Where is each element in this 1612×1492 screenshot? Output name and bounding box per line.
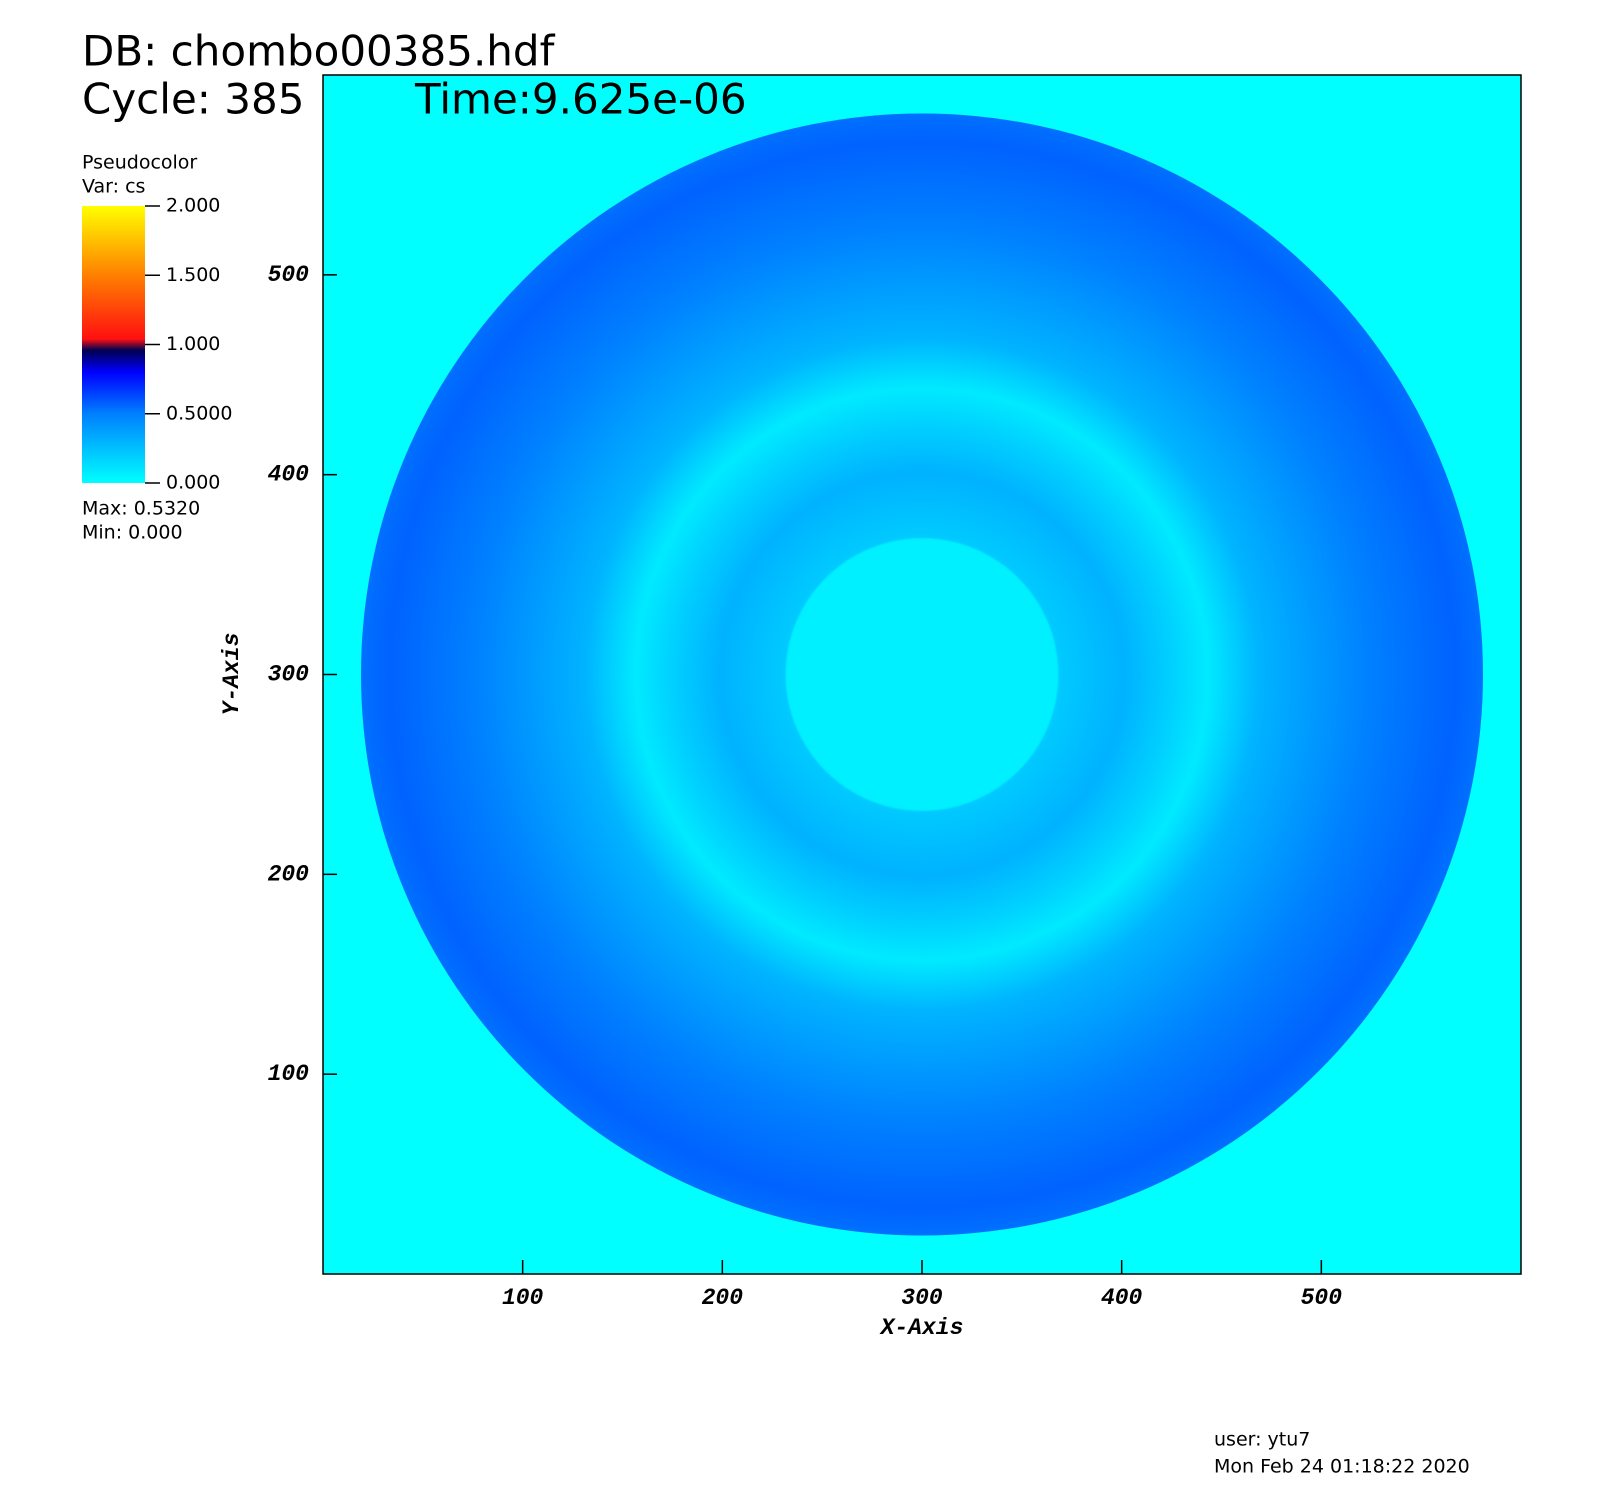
legend-max: Max: 0.5320 (82, 498, 200, 520)
colorbar-tick-label: 0.5000 (166, 402, 232, 424)
date: Mon Feb 24 01:18:22 2020 (1214, 1456, 1470, 1478)
legend-title: Pseudocolor (82, 152, 197, 174)
x-axis-label: X-Axis (879, 1315, 964, 1341)
cycle: Cycle: 385 (82, 75, 304, 124)
user: user: ytu7 (1214, 1429, 1310, 1451)
y-tick-label: 100 (268, 1061, 310, 1087)
x-tick-label: 200 (702, 1285, 744, 1311)
colorbar (82, 206, 145, 483)
colorbar-tick-label: 1.500 (166, 264, 220, 286)
colorbar-tick-label: 0.000 (166, 472, 220, 494)
field-core (787, 539, 1057, 810)
x-tick-label: 100 (502, 1285, 544, 1311)
y-tick-label: 200 (268, 861, 310, 887)
legend-min: Min: 0.000 (82, 522, 183, 544)
time: Time:9.625e-06 (414, 75, 747, 124)
y-tick-label: 400 (268, 462, 310, 488)
colorbar-tick-label: 1.000 (166, 333, 220, 355)
y-tick-label: 300 (268, 662, 310, 688)
y-axis-label: Y-Axis (219, 633, 245, 716)
colorbar-tick-label: 2.000 (166, 195, 220, 217)
y-tick-label: 500 (268, 262, 310, 288)
legend-var: Var: cs (82, 176, 145, 198)
x-tick-label: 300 (901, 1285, 943, 1311)
x-tick-label: 500 (1301, 1285, 1343, 1311)
x-tick-label: 400 (1101, 1285, 1143, 1311)
title: DB: chombo00385.hdf (82, 27, 556, 76)
